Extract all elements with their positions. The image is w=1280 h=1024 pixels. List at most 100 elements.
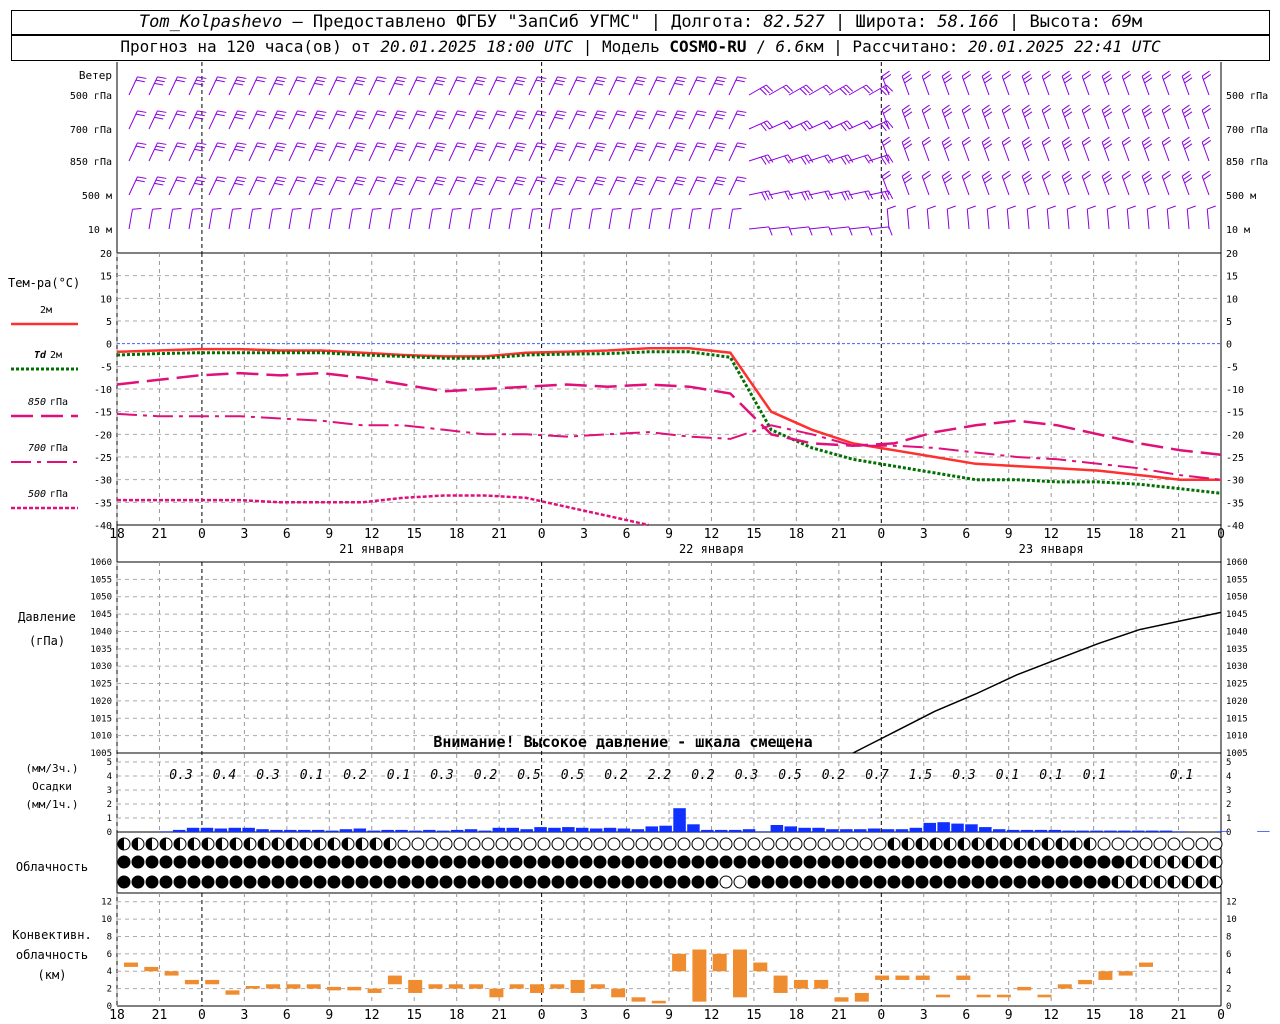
- pressure-ytick: 1050: [90, 593, 112, 603]
- wind-barb: [548, 76, 567, 96]
- cloud-symbol: [915, 855, 929, 869]
- cloud-symbol: [887, 875, 901, 889]
- wind-barb: [208, 176, 227, 196]
- cloud-symbol: [775, 855, 789, 869]
- wind-barb: [428, 110, 447, 130]
- precip-bar: [1034, 829, 1048, 832]
- cloud-symbol: [1181, 837, 1195, 851]
- conv-ytick: 4: [107, 967, 112, 977]
- wind-barb: [901, 136, 913, 162]
- cloud-symbol: [691, 855, 705, 869]
- wind-barb: [708, 76, 727, 96]
- conv-bar: [1017, 986, 1032, 991]
- temp-series-line: [116, 350, 1222, 495]
- wind-barb: [508, 208, 522, 230]
- temp-ytick-right: -25: [1226, 453, 1244, 464]
- calc-label: Рассчитано:: [842, 37, 969, 56]
- precip-total: 0.1: [387, 768, 410, 783]
- cloud-symbol: [761, 837, 775, 851]
- pressure-ytick: 1010: [90, 732, 112, 742]
- wind-barb: [288, 176, 307, 196]
- wind-barb: [1181, 104, 1193, 130]
- cloud-symbol: [1209, 855, 1223, 869]
- pressure-ytick: 1055: [90, 575, 112, 585]
- wind-barb: [788, 84, 814, 96]
- cloud-symbol: [299, 855, 313, 869]
- conv-bar: [144, 966, 159, 972]
- pressure-ytick: 1035: [90, 645, 112, 655]
- conv-bar: [875, 975, 890, 980]
- cloud-symbol: [173, 855, 187, 869]
- cloud-symbol: [817, 837, 831, 851]
- wind-barb: [1121, 170, 1132, 196]
- wind-barb: [208, 76, 227, 96]
- wind-barb: [1081, 136, 1092, 162]
- temp-ytick-right: 5: [1226, 317, 1232, 328]
- wind-barb: [588, 76, 607, 96]
- conv-bar: [164, 971, 179, 976]
- wind-barb: [188, 110, 207, 130]
- model-resolution: 6.6: [775, 37, 805, 56]
- cloud-symbol: [733, 875, 747, 889]
- cloud-symbol: [159, 875, 173, 889]
- wind-barb: [628, 176, 647, 196]
- wind-barb: [528, 142, 547, 162]
- cloud-symbol: [439, 837, 453, 851]
- x-tick-label-bottom: 0: [538, 1008, 546, 1023]
- cloud-symbol: [551, 855, 565, 869]
- cloud-symbol: [999, 875, 1013, 889]
- cloud-symbol: [453, 875, 467, 889]
- forecast-prefix: Прогноз на 120 часа(ов) от: [120, 37, 381, 56]
- wind-barb: [768, 226, 793, 236]
- x-tick-label: 6: [623, 527, 631, 542]
- cloud-symbol: [1139, 837, 1153, 851]
- precip-bar: [450, 829, 464, 832]
- wind-barb: [488, 76, 507, 96]
- cloud-symbol: [523, 837, 537, 851]
- cloud-symbol: [257, 837, 271, 851]
- cloud-symbol: [131, 837, 145, 851]
- temp-ytick: 15: [100, 272, 112, 283]
- cloud-symbol: [187, 875, 201, 889]
- wind-barb: [1081, 104, 1092, 130]
- conv-bar: [530, 984, 544, 993]
- precip-bar: [951, 823, 964, 832]
- cloud-symbol: [1013, 875, 1027, 889]
- pressure-ytick-right: 1030: [1226, 662, 1248, 672]
- wind-barb: [808, 226, 833, 236]
- precip-ytick-right: 4: [1226, 772, 1231, 782]
- wind-barb: [788, 190, 814, 201]
- cloud-symbol: [845, 837, 859, 851]
- wind-barb: [408, 176, 427, 196]
- wind-barb: [448, 176, 467, 196]
- wind-barb: [348, 76, 367, 96]
- precip-bar: [645, 826, 658, 832]
- temp-ytick-right: -20: [1226, 430, 1244, 441]
- wind-barb: [688, 142, 707, 162]
- cloud-symbol: [1013, 855, 1027, 869]
- wind-barb: [188, 176, 207, 196]
- cloud-symbol: [1097, 837, 1111, 851]
- wind-barb: [508, 176, 527, 196]
- cloud-symbol: [383, 837, 397, 851]
- conv-bar: [915, 975, 930, 980]
- wind-barb: [468, 142, 487, 162]
- wind-barb: [308, 76, 327, 96]
- cloud-symbol: [747, 837, 761, 851]
- conv-bar: [712, 953, 727, 972]
- x-tick-label-bottom: 3: [920, 1008, 928, 1023]
- cloud-symbol: [117, 837, 131, 851]
- wind-level-label: 850 гПа: [70, 157, 112, 168]
- cloud-symbol: [383, 875, 397, 889]
- x-tick-label: 21: [1171, 527, 1187, 542]
- cloud-symbol: [481, 855, 495, 869]
- precip-bar: [1048, 829, 1062, 832]
- precip-bar: [284, 829, 297, 832]
- wind-barb: [628, 110, 647, 130]
- cloud-symbol: [719, 855, 733, 869]
- precip-bar: [311, 829, 325, 832]
- precip-bar: [506, 827, 519, 832]
- precip-total: 0.3: [735, 768, 758, 783]
- altitude: 69: [1111, 12, 1132, 32]
- x-tick-label-bottom: 3: [240, 1008, 248, 1023]
